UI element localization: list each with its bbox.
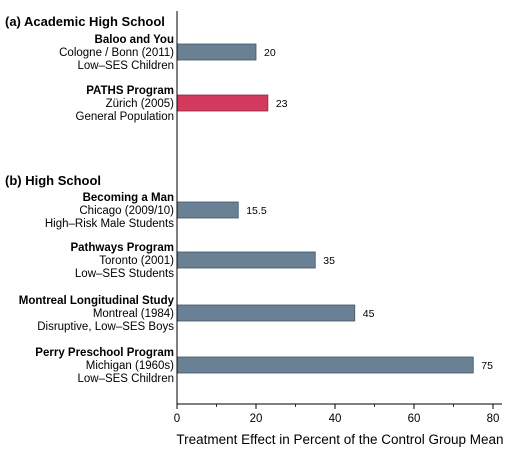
item-group-label: High–Risk Male Students [45, 218, 174, 230]
item-group-label: Disruptive, Low–SES Boys [37, 321, 174, 333]
section-label: (a) Academic High School [5, 14, 165, 29]
x-tick-label: 80 [487, 413, 500, 425]
bar [176, 304, 356, 322]
bar [176, 251, 316, 269]
x-axis-title: Treatment Effect in Percent of the Contr… [176, 432, 503, 447]
x-tick-label: 20 [250, 413, 263, 425]
item-place-label: Zürich (2005) [106, 98, 175, 110]
section-label: (b) High School [5, 173, 101, 188]
bar-value-label: 45 [363, 308, 375, 320]
item-place-label: Cologne / Bonn (2011) [59, 47, 174, 59]
x-axis-ticks: 0 20 40 60 80 [174, 404, 500, 425]
item-name-label: Montreal Longitudinal Study [19, 295, 175, 307]
item-name-label: Becoming a Man [83, 192, 174, 204]
bar [176, 356, 474, 374]
item-place-label: Chicago (2009/10) [79, 205, 174, 217]
item-place-label: Montreal (1984) [93, 308, 174, 320]
item-name-label: PATHS Program [86, 85, 174, 97]
x-tick-label: 40 [329, 413, 342, 425]
bar [176, 43, 257, 61]
bar-value-label: 20 [264, 47, 276, 59]
bar-value-label: 15.5 [246, 205, 267, 217]
item-group-label: Low–SES Students [75, 268, 174, 280]
x-tick-label: 0 [174, 413, 180, 425]
bar-value-label: 35 [323, 255, 335, 267]
bar-value-label: 23 [276, 98, 288, 110]
item-name-label: Baloo and You [95, 34, 174, 46]
x-tick-label: 60 [408, 413, 421, 425]
item-group-label: Low–SES Children [77, 60, 174, 72]
bar [176, 201, 239, 219]
bar [176, 94, 269, 112]
item-place-label: Michigan (1960s) [86, 360, 174, 372]
item-name-label: Perry Preschool Program [35, 347, 174, 359]
item-group-label: Low–SES Children [77, 373, 174, 385]
bar-value-label: 75 [481, 360, 493, 372]
chart-sections: (a) Academic High School (b) High School B… [5, 14, 493, 385]
item-group-label: General Population [76, 111, 174, 123]
item-place-label: Toronto (2001) [99, 255, 174, 267]
item-name-label: Pathways Program [70, 242, 174, 254]
